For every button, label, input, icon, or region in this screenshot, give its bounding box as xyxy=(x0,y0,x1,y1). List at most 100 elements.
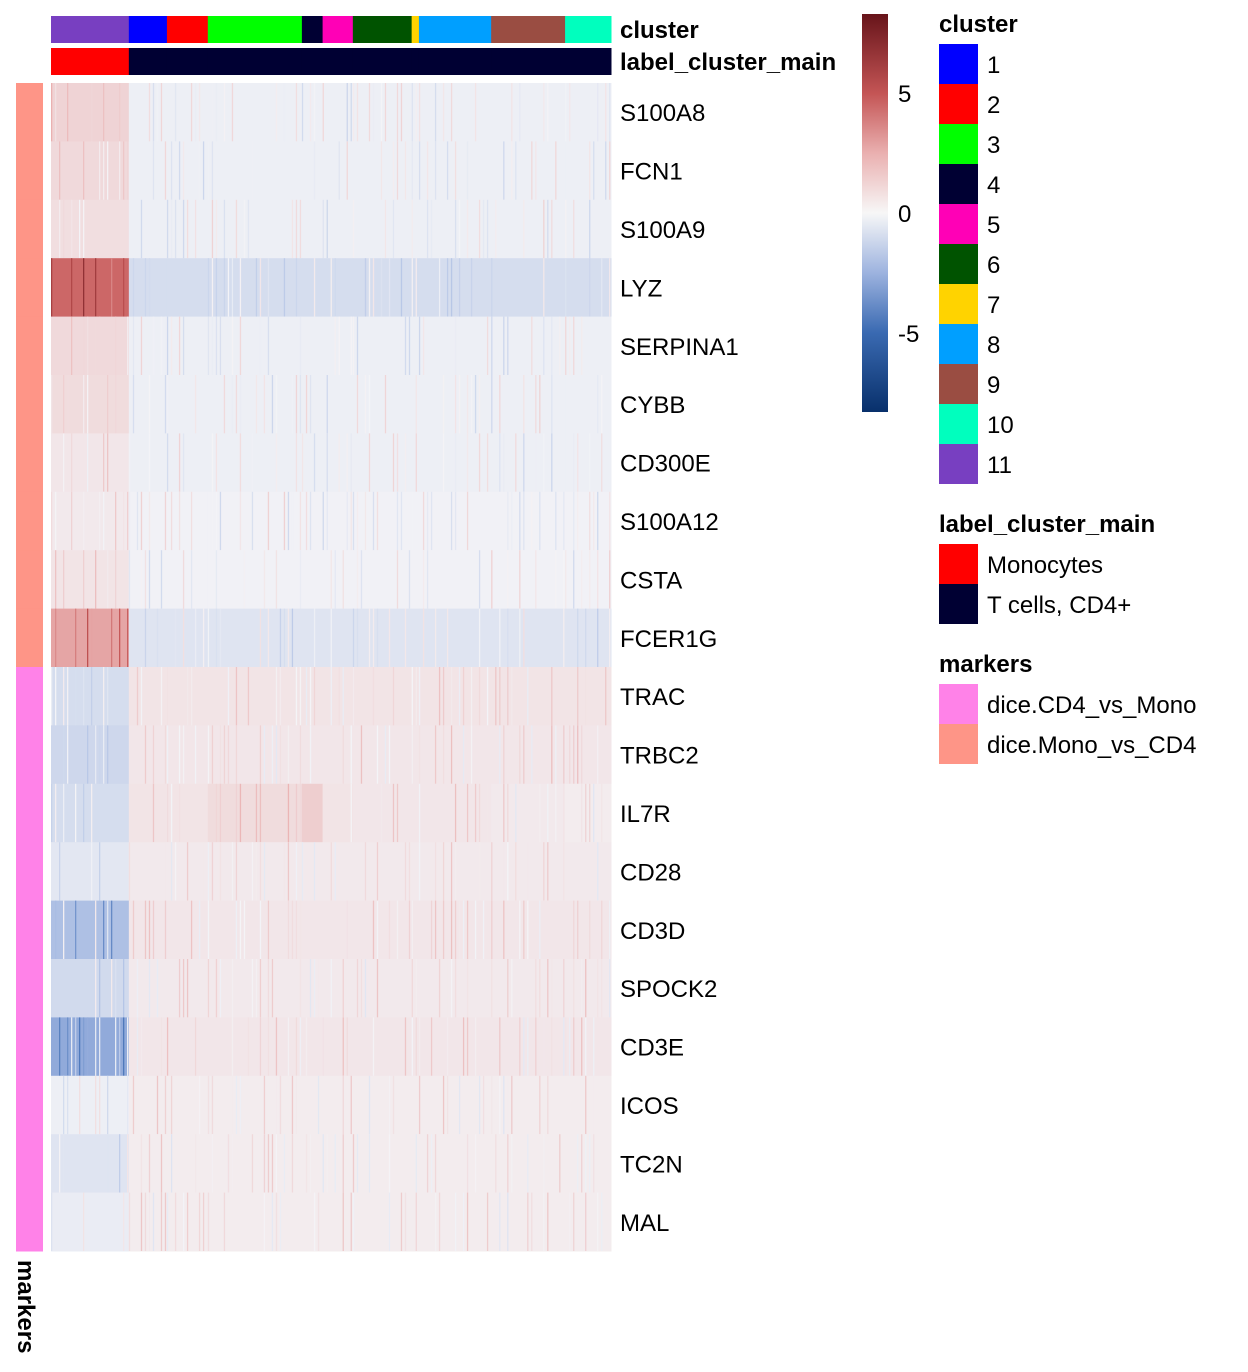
heatmap-cell-stripe xyxy=(299,199,302,259)
heatmap-cell-stripe xyxy=(299,550,302,609)
heatmap-cell-stripe xyxy=(140,491,143,551)
heatmap-cell-stripe xyxy=(111,900,113,959)
heatmap-cell-stripe xyxy=(555,783,557,843)
heatmap-cell-stripe xyxy=(482,1075,485,1135)
heatmap-cell-FCER1G-cluster-1 xyxy=(128,608,168,668)
heatmap-cell-stripe xyxy=(313,1192,316,1251)
heatmap-cell-stripe xyxy=(392,141,395,200)
legend-label: 9 xyxy=(987,372,1000,399)
heatmap-cell-stripe xyxy=(152,83,155,142)
heatmap-cell-stripe xyxy=(83,550,85,609)
heatmap-cell-stripe xyxy=(511,1075,513,1135)
heatmap-cell-stripe xyxy=(317,1192,320,1251)
heatmap-cell-stripe xyxy=(75,783,77,843)
heatmap-cell-SERPINA1-cluster-11 xyxy=(51,316,130,376)
legend-label: dice.CD4_vs_Mono xyxy=(987,692,1196,719)
heatmap-cell-stripe xyxy=(411,258,413,317)
heatmap-cell-stripe xyxy=(107,725,109,784)
heatmap-cell-stripe xyxy=(164,316,167,375)
heatmap-cell-SPOCK2-cluster-7 xyxy=(411,959,420,1018)
heatmap-cell-stripe xyxy=(87,725,89,784)
heatmap-cell-stripe xyxy=(396,433,399,492)
heatmap-cell-stripe xyxy=(503,1075,505,1135)
heatmap-cell-stripe xyxy=(462,725,465,784)
heatmap-cell-stripe xyxy=(194,608,197,667)
heatmap-cell-stripe xyxy=(503,433,505,492)
heatmap-cell-stripe xyxy=(148,550,151,609)
heatmap-cell-stripe xyxy=(202,842,205,901)
heatmap-cell-stripe xyxy=(239,900,242,959)
heatmap-cell-MAL-cluster-7 xyxy=(411,1192,420,1252)
heatmap-cell-stripe xyxy=(255,959,258,1018)
heatmap-cell-stripe xyxy=(342,1075,344,1135)
heatmap-cell-ICOS-cluster-2 xyxy=(166,1075,209,1135)
heatmap-cell-stripe xyxy=(207,608,210,667)
heatmap-cell-stripe xyxy=(231,1017,234,1076)
heatmap-cell-stripe xyxy=(75,667,77,726)
heatmap-cell-stripe xyxy=(330,667,332,726)
heatmap-cell-stripe xyxy=(411,199,413,259)
heatmap-cell-stripe xyxy=(103,900,105,959)
heatmap-cell-stripe xyxy=(352,667,355,726)
heatmap-cell-stripe xyxy=(446,959,449,1018)
heatmap-cell-TRAC-cluster-3 xyxy=(207,667,303,726)
heatmap-cell-stripe xyxy=(601,900,603,959)
heatmap-cell-stripe xyxy=(136,1017,139,1076)
heatmap-cell-stripe xyxy=(563,550,565,609)
heatmap-cell-stripe xyxy=(182,550,185,609)
heatmap-cell-stripe xyxy=(422,550,425,609)
heatmap-cell-stripe xyxy=(392,1075,395,1135)
heatmap-cell-stripe xyxy=(55,667,57,726)
heatmap-cell-stripe xyxy=(438,959,441,1018)
heatmap-cell-stripe xyxy=(194,375,197,434)
heatmap-cell-stripe xyxy=(239,316,242,375)
heatmap-cell-CYBB-cluster-11 xyxy=(51,375,130,434)
heatmap-cell-stripe xyxy=(400,83,403,142)
heatmap-cell-stripe xyxy=(190,491,193,551)
heatmap-cell-FCN1-cluster-5 xyxy=(322,141,354,201)
heatmap-cell-IL7R-cluster-6 xyxy=(352,783,413,843)
heatmap-cell-CD3D-cluster-3 xyxy=(207,900,303,960)
heatmap-cell-stripe xyxy=(144,725,147,784)
heatmap-cell-stripe xyxy=(442,667,445,726)
heatmap-cell-TC2N-cluster-8 xyxy=(418,1134,492,1194)
heatmap-cell-stripe xyxy=(486,83,489,142)
heatmap-cell-stripe xyxy=(259,725,262,784)
heatmap-cell-stripe xyxy=(454,900,457,959)
heatmap-cell-stripe xyxy=(255,783,258,843)
heatmap-cell-stripe xyxy=(430,1134,433,1193)
heatmap-cell-stripe xyxy=(350,433,352,492)
heatmap-cell-stripe xyxy=(555,141,557,200)
heatmap-cell-stripe xyxy=(313,608,316,667)
heatmap-cell-stripe xyxy=(198,1192,201,1251)
heatmap-cell-stripe xyxy=(601,959,603,1018)
heatmap-cell-stripe xyxy=(338,316,340,375)
heatmap-cell-CYBB-cluster-3 xyxy=(207,375,303,434)
heatmap-cell-stripe xyxy=(317,1075,320,1135)
heatmap-cell-stripe xyxy=(597,550,599,609)
heatmap-cell-stripe xyxy=(170,316,173,375)
heatmap-cell-stripe xyxy=(279,608,282,667)
heatmap-cell-stripe xyxy=(59,199,61,259)
heatmap-cell-stripe xyxy=(593,1134,595,1193)
heatmap-cell-stripe xyxy=(67,1075,69,1135)
heatmap-cell-stripe xyxy=(127,316,129,375)
heatmap-cell-stripe xyxy=(368,1075,371,1135)
heatmap-cell-stripe xyxy=(573,959,575,1018)
heatmap-cell-stripe xyxy=(305,667,308,726)
heatmap-cell-stripe xyxy=(527,1192,529,1251)
heatmap-cell-stripe xyxy=(400,1192,403,1251)
heatmap-cell-stripe xyxy=(491,959,493,1018)
heatmap-cell-stripe xyxy=(247,1017,250,1076)
heatmap-cell-stripe xyxy=(283,1134,286,1193)
heatmap-cell-stripe xyxy=(170,141,173,200)
heatmap-cell-stripe xyxy=(132,316,135,375)
heatmap-cell-stripe xyxy=(555,491,557,551)
heatmap-cell-stripe xyxy=(211,258,214,317)
heatmap-cell-stripe xyxy=(593,1017,595,1076)
heatmap-cell-IL7R-cluster-4 xyxy=(301,783,324,843)
heatmap-cell-stripe xyxy=(152,783,155,843)
heatmap-cell-stripe xyxy=(408,900,411,959)
heatmap-cell-stripe xyxy=(531,141,533,200)
heatmap-cell-stripe xyxy=(148,258,151,317)
